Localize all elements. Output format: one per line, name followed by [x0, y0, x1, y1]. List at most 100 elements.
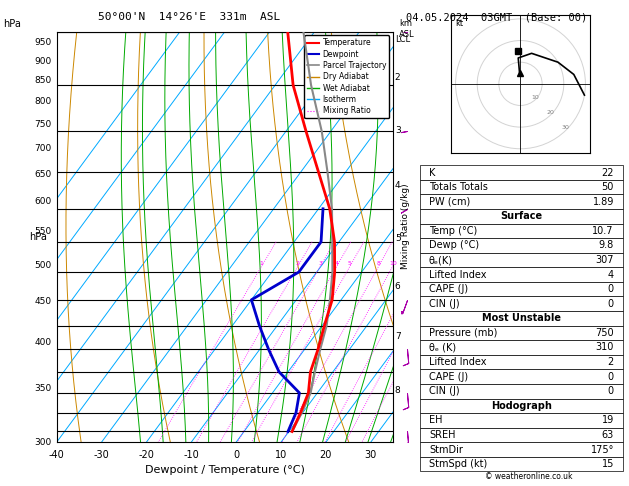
Text: 0: 0	[608, 372, 614, 382]
Text: 8: 8	[395, 386, 401, 395]
Text: 15: 15	[601, 459, 614, 469]
Text: 30: 30	[562, 125, 570, 130]
Text: Dewp (°C): Dewp (°C)	[429, 241, 479, 250]
Text: 5: 5	[395, 234, 401, 243]
Text: PW (cm): PW (cm)	[429, 197, 470, 207]
FancyBboxPatch shape	[420, 413, 623, 428]
Text: 700: 700	[35, 144, 52, 153]
Text: 300: 300	[35, 438, 52, 447]
Text: 6: 6	[395, 282, 401, 291]
Text: 3: 3	[318, 261, 322, 266]
Text: km
ASL: km ASL	[399, 19, 415, 39]
Text: 4: 4	[395, 181, 401, 191]
Text: CAPE (J): CAPE (J)	[429, 284, 468, 294]
Text: 20: 20	[547, 110, 555, 115]
FancyBboxPatch shape	[420, 238, 623, 253]
Text: Totals Totals: Totals Totals	[429, 182, 488, 192]
Text: 650: 650	[35, 170, 52, 178]
Text: 500: 500	[35, 260, 52, 270]
Text: -30: -30	[94, 450, 109, 460]
Text: Hodograph: Hodograph	[491, 401, 552, 411]
FancyBboxPatch shape	[420, 296, 623, 311]
Text: 2: 2	[296, 261, 300, 266]
Text: 950: 950	[35, 38, 52, 47]
Text: 10: 10	[389, 261, 397, 266]
Text: 2: 2	[608, 357, 614, 367]
Text: hPa: hPa	[3, 19, 21, 30]
FancyBboxPatch shape	[420, 442, 623, 457]
Text: hPa: hPa	[29, 232, 47, 242]
Text: 50: 50	[601, 182, 614, 192]
Text: 8: 8	[377, 261, 381, 266]
Text: Surface: Surface	[501, 211, 542, 221]
Text: 450: 450	[35, 297, 52, 306]
FancyBboxPatch shape	[420, 369, 623, 384]
Text: StmDir: StmDir	[429, 445, 463, 454]
Text: LCL: LCL	[395, 35, 410, 44]
Text: 800: 800	[35, 98, 52, 106]
Text: -40: -40	[48, 450, 65, 460]
Text: 850: 850	[35, 76, 52, 86]
Text: 350: 350	[35, 384, 52, 393]
Text: Lifted Index: Lifted Index	[429, 357, 486, 367]
Text: 2: 2	[395, 73, 401, 82]
Text: EH: EH	[429, 416, 442, 425]
FancyBboxPatch shape	[420, 326, 623, 340]
Text: 310: 310	[596, 343, 614, 352]
Text: -20: -20	[138, 450, 154, 460]
Text: 10.7: 10.7	[593, 226, 614, 236]
Text: 4: 4	[335, 261, 339, 266]
Text: CIN (J): CIN (J)	[429, 299, 460, 309]
Text: -10: -10	[183, 450, 199, 460]
FancyBboxPatch shape	[420, 355, 623, 369]
Text: 307: 307	[596, 255, 614, 265]
Text: 9.8: 9.8	[599, 241, 614, 250]
FancyBboxPatch shape	[420, 180, 623, 194]
Text: Dewpoint / Temperature (°C): Dewpoint / Temperature (°C)	[145, 465, 305, 475]
Text: θₑ (K): θₑ (K)	[429, 343, 456, 352]
Text: CAPE (J): CAPE (J)	[429, 372, 468, 382]
FancyBboxPatch shape	[420, 224, 623, 238]
Text: 0: 0	[608, 284, 614, 294]
Text: 30: 30	[365, 450, 377, 460]
Text: 750: 750	[595, 328, 614, 338]
Text: Most Unstable: Most Unstable	[482, 313, 561, 323]
Text: 3: 3	[395, 126, 401, 135]
Text: 22: 22	[601, 168, 614, 177]
Text: 04.05.2024  03GMT  (Base: 00): 04.05.2024 03GMT (Base: 00)	[406, 12, 587, 22]
Text: 1.89: 1.89	[593, 197, 614, 207]
FancyBboxPatch shape	[420, 282, 623, 296]
Text: StmSpd (kt): StmSpd (kt)	[429, 459, 487, 469]
Text: Lifted Index: Lifted Index	[429, 270, 486, 279]
Text: © weatheronline.co.uk: © weatheronline.co.uk	[484, 472, 572, 481]
Text: 5: 5	[348, 261, 352, 266]
Text: 550: 550	[35, 227, 52, 237]
FancyBboxPatch shape	[420, 267, 623, 282]
Text: kt: kt	[455, 19, 464, 28]
Text: Temp (°C): Temp (°C)	[429, 226, 477, 236]
Text: 4: 4	[608, 270, 614, 279]
FancyBboxPatch shape	[420, 209, 623, 224]
Text: 0: 0	[608, 299, 614, 309]
Text: 900: 900	[35, 57, 52, 66]
Text: 20: 20	[320, 450, 332, 460]
Text: K: K	[429, 168, 435, 177]
Text: SREH: SREH	[429, 430, 455, 440]
Text: 750: 750	[35, 120, 52, 129]
FancyBboxPatch shape	[420, 194, 623, 209]
Text: θₑ(K): θₑ(K)	[429, 255, 453, 265]
Text: 19: 19	[602, 416, 614, 425]
Text: 0: 0	[233, 450, 239, 460]
Text: 10: 10	[275, 450, 287, 460]
FancyBboxPatch shape	[420, 340, 623, 355]
Text: 10: 10	[532, 95, 540, 100]
FancyBboxPatch shape	[420, 165, 623, 180]
Text: Mixing Ratio (g/kg): Mixing Ratio (g/kg)	[401, 183, 410, 269]
Text: 175°: 175°	[591, 445, 614, 454]
Text: 50°00'N  14°26'E  331m  ASL: 50°00'N 14°26'E 331m ASL	[97, 12, 280, 22]
Text: 0: 0	[608, 386, 614, 396]
Legend: Temperature, Dewpoint, Parcel Trajectory, Dry Adiabat, Wet Adiabat, Isotherm, Mi: Temperature, Dewpoint, Parcel Trajectory…	[304, 35, 389, 118]
FancyBboxPatch shape	[420, 457, 623, 471]
Text: 7: 7	[395, 332, 401, 341]
FancyBboxPatch shape	[420, 253, 623, 267]
